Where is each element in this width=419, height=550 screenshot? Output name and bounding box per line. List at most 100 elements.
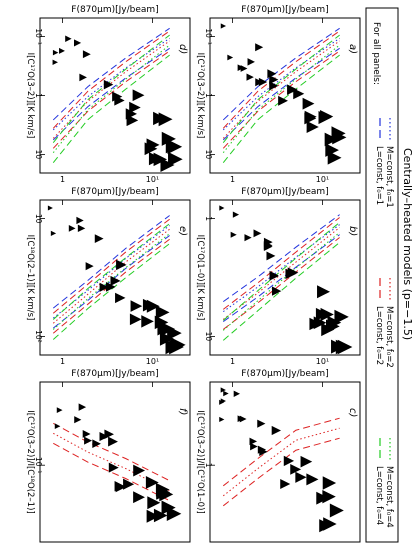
- data-point: [84, 436, 93, 445]
- data-point: [329, 503, 344, 518]
- data-point: [105, 282, 116, 292]
- data-point: [337, 339, 353, 355]
- data-point: [322, 476, 337, 490]
- data-point: [129, 101, 141, 114]
- legend-entry: L=const, f₀=2: [374, 278, 384, 365]
- panel-frame: [209, 199, 361, 356]
- data-point: [287, 84, 298, 95]
- data-point: [322, 489, 336, 504]
- model-curve: [222, 227, 340, 320]
- data-point: [133, 491, 145, 504]
- model-curve: [222, 234, 340, 323]
- data-point: [161, 131, 176, 146]
- data-point: [159, 331, 174, 346]
- model-curve: [53, 442, 170, 502]
- data-point: [219, 205, 225, 211]
- data-point: [302, 97, 315, 110]
- data-point: [82, 50, 91, 59]
- data-point: [323, 517, 337, 531]
- model-curve: [53, 422, 170, 482]
- data-point: [287, 267, 299, 278]
- data-point: [114, 481, 125, 492]
- y-axis-label: I[C¹⁷O(1–0)][K km/s]: [195, 235, 205, 321]
- data-point: [263, 237, 273, 247]
- data-point: [153, 508, 168, 523]
- y-tick-label: 10⁻¹: [204, 28, 213, 45]
- data-point: [249, 437, 258, 446]
- data-point: [153, 111, 167, 126]
- data-point: [327, 150, 342, 165]
- figure-title: Centrally–heated models (p=−1.5): [401, 148, 414, 340]
- model-curve: [52, 225, 170, 319]
- y-tick-label: 10: [34, 214, 43, 224]
- panel-e: e) F(870μm)[Jy/beam] 1 10¹ I[C¹⁸O(2–1)][K km…: [25, 175, 191, 356]
- model-curve: [222, 237, 340, 330]
- data-point: [220, 398, 226, 404]
- data-point: [52, 49, 59, 56]
- data-point: [168, 151, 183, 167]
- data-point: [85, 262, 94, 271]
- data-point: [331, 126, 346, 141]
- data-point: [258, 77, 268, 87]
- panel-d: d) F(870μm)[Jy/beam] 1 10¹ I[C¹⁷O(3–2)][K km…: [25, 0, 191, 174]
- data-point: [255, 43, 264, 52]
- x-tick-label: 10¹: [146, 0, 159, 2]
- model-curve: [222, 417, 340, 487]
- data-point: [170, 337, 186, 353]
- data-point: [233, 390, 240, 397]
- data-point: [52, 59, 58, 66]
- x-tick-label: 1: [60, 0, 65, 2]
- data-point: [158, 112, 173, 127]
- data-point: [317, 285, 330, 299]
- data-point: [99, 431, 109, 442]
- data-point: [123, 478, 135, 490]
- data-point: [227, 54, 234, 61]
- legend-heading: For all panels:: [371, 22, 381, 85]
- data-point: [306, 473, 319, 486]
- data-point: [223, 390, 229, 397]
- y-axis-label: I[C¹⁷O(3–2)][K km/s]: [195, 53, 205, 139]
- y-axis-label: I[C¹⁷O(3–2)]/I[C¹⁸O(2–1)]: [25, 410, 35, 513]
- data-point: [331, 339, 346, 354]
- model-curve: [222, 437, 340, 507]
- data-point: [325, 143, 339, 157]
- panel-letter: c): [347, 408, 358, 417]
- y-tick-label: 10: [204, 150, 213, 160]
- y-tick-label: 1: [204, 93, 213, 98]
- data-point: [116, 259, 127, 271]
- data-point: [56, 407, 63, 414]
- data-point: [108, 462, 119, 473]
- legend-label: M=const, f₀=4: [384, 466, 394, 528]
- y-tick-label: 10⁻¹: [34, 457, 43, 474]
- data-point: [306, 120, 319, 134]
- x-axis-label: F(870μm)[Jy/beam]: [71, 187, 158, 197]
- data-point: [76, 216, 84, 225]
- data-point: [266, 251, 276, 261]
- x-axis-label: F(870μm)[Jy/beam]: [241, 5, 328, 15]
- model-curve: [222, 222, 340, 321]
- y-tick-label: 10: [34, 150, 43, 160]
- data-point: [74, 39, 82, 47]
- data-point: [278, 95, 288, 106]
- panel-letter: e): [177, 226, 188, 236]
- data-point: [68, 225, 76, 232]
- data-point: [315, 307, 329, 321]
- data-point: [79, 73, 87, 82]
- y-tick-label: 10⁻¹: [34, 28, 43, 45]
- y-tick-label: 10: [204, 332, 213, 342]
- data-point: [295, 471, 307, 483]
- model-curve: [222, 30, 340, 129]
- data-point: [237, 415, 245, 423]
- x-tick-label: 10¹: [146, 175, 159, 184]
- data-point: [108, 436, 118, 447]
- data-point: [230, 231, 237, 238]
- panel-f: f) F(870μm)[Jy/beam] 1 10¹ I[C¹⁷O(3–2)]/I[C¹…: [25, 357, 191, 543]
- data-point: [166, 506, 182, 522]
- data-point: [77, 224, 86, 233]
- model-curve: [222, 34, 340, 144]
- data-point: [50, 230, 57, 237]
- x-axis-label: F(870μm)[Jy/beam]: [71, 369, 158, 379]
- data-point: [99, 282, 109, 292]
- panel-frame: [39, 381, 191, 543]
